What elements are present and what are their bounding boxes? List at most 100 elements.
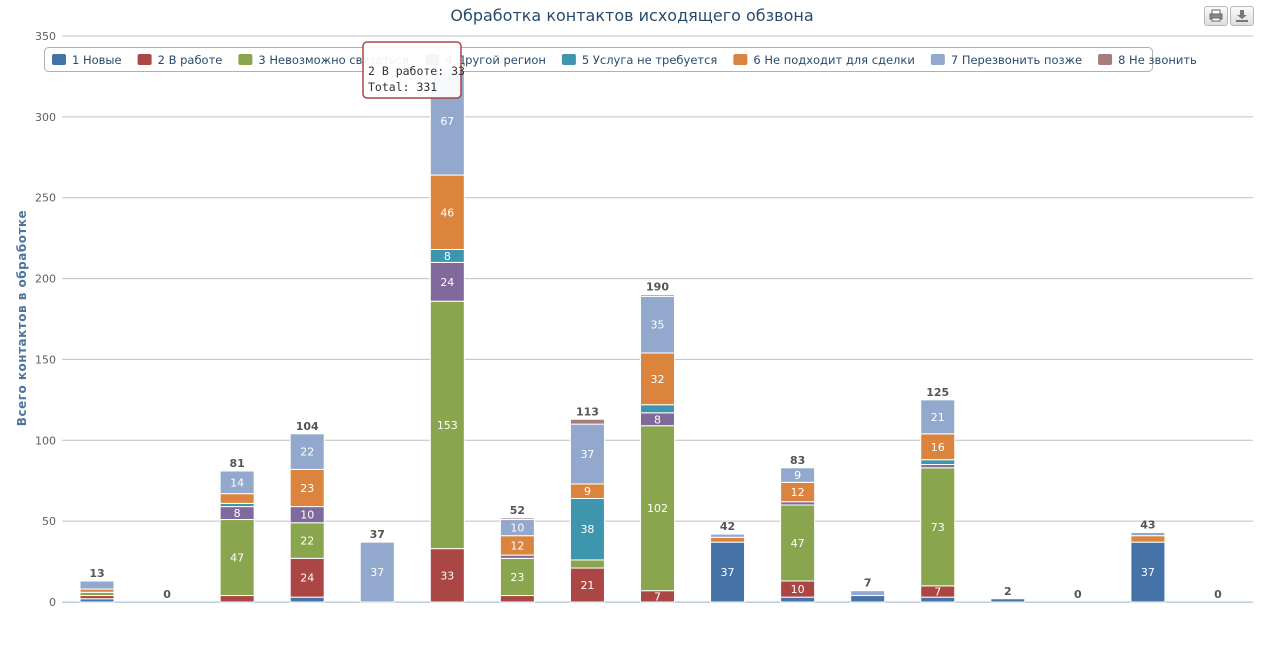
y-tick-label: 200 [35, 273, 56, 286]
segment-value-label: 7 [934, 585, 941, 598]
bar-segment [219, 595, 255, 603]
bar-total-label: 125 [926, 386, 949, 399]
segment-value-label: 24 [300, 572, 314, 585]
bar-segment [289, 596, 325, 603]
tooltip-box [362, 41, 462, 99]
download-icon [1236, 10, 1248, 22]
bar-segment [710, 533, 746, 538]
bar-segment [569, 418, 605, 425]
segment-value-label: 21 [580, 579, 594, 592]
bar-total-label: 190 [646, 281, 669, 294]
segment-value-label: 33 [440, 569, 454, 582]
bars: 1304781481242210232210437373315324846673… [79, 53, 1222, 603]
segment-value-label: 8 [654, 413, 661, 426]
segment-value-label: 47 [230, 552, 244, 565]
segment-value-label: 24 [440, 276, 454, 289]
y-tick-label: 250 [35, 192, 56, 205]
segment-value-label: 35 [651, 319, 665, 332]
legend-swatch [238, 54, 253, 65]
bar-segment [780, 504, 816, 582]
bar-segment [640, 294, 675, 297]
segment-value-label: 37 [370, 566, 384, 579]
bar-segment [850, 590, 886, 597]
legend-item-label: 2 В работе [158, 53, 223, 67]
segment-value-label: 67 [440, 115, 454, 128]
bar-segment [1130, 531, 1166, 537]
bar-segment [499, 517, 535, 521]
segment-value-label: 10 [510, 522, 524, 535]
segment-value-label: 10 [300, 509, 314, 522]
bar-segment [780, 467, 816, 483]
bar-segment [920, 467, 956, 587]
bar-segment [289, 468, 325, 508]
segment-value-label: 22 [300, 446, 314, 459]
bar-segment [289, 522, 325, 559]
chart-title: Обработка контактов исходящего обзвона [450, 6, 813, 25]
y-tick-label: 300 [35, 111, 56, 124]
printer-icon [1209, 9, 1223, 22]
y-axis-ticks: 0 50 100 150 200 250 300 350 [35, 30, 56, 609]
legend-item-label: 7 Перезвонить позже [951, 53, 1082, 67]
segment-value-label: 8 [234, 507, 241, 520]
bar-total-label: 13 [89, 567, 104, 580]
y-tick-label: 0 [49, 596, 56, 609]
bar-segment [429, 174, 465, 250]
bar-total-label: 0 [1074, 588, 1082, 601]
segment-value-label: 14 [230, 476, 244, 489]
bar-segment [1130, 535, 1166, 543]
segment-value-label: 21 [931, 411, 945, 424]
segment-value-label: 47 [791, 537, 805, 550]
bar-total-label: 0 [163, 588, 171, 601]
bar-total-label: 0 [1214, 588, 1222, 601]
segment-value-label: 38 [580, 523, 594, 536]
bar-total-label: 7 [864, 577, 872, 590]
bar-segment [359, 541, 395, 603]
bar-segment [569, 559, 605, 569]
bar-segment [499, 557, 535, 597]
bar-total-label: 113 [576, 405, 599, 418]
bar-segment [640, 352, 675, 406]
segment-value-label: 12 [510, 539, 524, 552]
tooltip: 2 В работе: 33 Total: 331 [362, 41, 465, 99]
bar-segment [640, 404, 675, 414]
segment-value-label: 9 [794, 469, 801, 482]
bar-segment [920, 459, 956, 466]
y-tick-label: 50 [42, 515, 56, 528]
y-tick-label: 350 [35, 30, 56, 43]
segment-value-label: 73 [931, 521, 945, 534]
bar-total-label: 37 [370, 528, 385, 541]
bar-segment [79, 580, 115, 590]
bar-total-label: 52 [510, 504, 525, 517]
y-tick-label: 100 [35, 434, 56, 447]
segment-value-label: 7 [654, 590, 661, 603]
legend-swatch [733, 54, 748, 65]
bar-segment [289, 433, 325, 470]
legend-swatch [52, 54, 66, 65]
segment-value-label: 46 [440, 206, 454, 219]
y-tick-label: 150 [35, 353, 56, 366]
legend-swatch [561, 54, 576, 65]
bar-segment [219, 493, 255, 504]
bar-total-label: 104 [296, 420, 319, 433]
bar-segment [289, 557, 325, 598]
download-button[interactable] [1230, 6, 1254, 26]
legend-swatch [930, 54, 945, 65]
bar-segment [640, 425, 675, 592]
legend-swatch [1098, 54, 1113, 65]
print-button[interactable] [1204, 6, 1228, 26]
segment-value-label: 12 [791, 486, 805, 499]
legend-item-label: 4 Другой регион [445, 53, 546, 67]
segment-value-label: 37 [721, 566, 735, 579]
tooltip-total-line: Total: 331 [368, 80, 437, 94]
legend-item-label: 6 Не подходит для сделки [753, 53, 914, 67]
bar-segment [920, 399, 956, 435]
segment-value-label: 9 [584, 485, 591, 498]
bar-total-label: 81 [229, 457, 244, 470]
segment-value-label: 37 [580, 448, 594, 461]
bar-total-label: 2 [1004, 585, 1012, 598]
bar-segment [219, 470, 255, 495]
bar-segment [920, 433, 956, 461]
legend-swatch [137, 54, 152, 65]
segment-value-label: 22 [300, 535, 314, 548]
